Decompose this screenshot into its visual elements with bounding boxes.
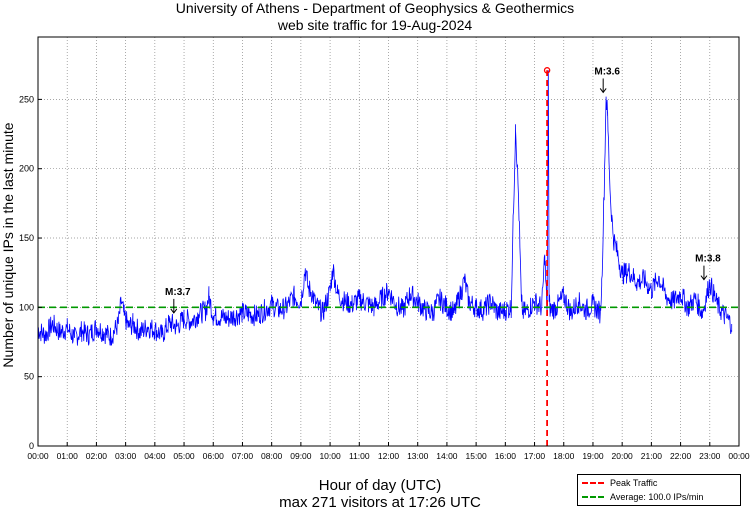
chart-subtitle: web site traffic for 19-Aug-2024 <box>277 17 473 33</box>
ticks: 00:00 01:00 02:00 03:00 04:00 05:00 06:00 07:00… <box>19 94 750 461</box>
magnitude-annotation: M:3.8 <box>695 254 721 265</box>
peak-summary: max 271 visitors at 17:26 UTC <box>279 494 481 511</box>
x-tick-label: 12:00 <box>378 451 400 461</box>
x-tick-label: 14:00 <box>436 451 458 461</box>
annotations: M:3.7 M:3.6 M:3.8 <box>165 66 721 314</box>
chart-title: University of Athens - Department of Geo… <box>175 0 575 16</box>
x-tick-label: 19:00 <box>582 451 604 461</box>
x-tick-label: 07:00 <box>232 451 254 461</box>
x-tick-label: 15:00 <box>465 451 487 461</box>
peak-marker <box>543 67 551 74</box>
x-tick-label: 00:00 <box>27 451 49 461</box>
magnitude-annotation: M:3.6 <box>594 66 620 77</box>
x-tick-label: 23:00 <box>699 451 721 461</box>
x-tick-label: 04:00 <box>144 451 166 461</box>
x-tick-label: 10:00 <box>319 451 341 461</box>
x-tick-label: 17:00 <box>524 451 546 461</box>
x-tick-label: 22:00 <box>670 451 692 461</box>
y-tick-label: 50 <box>24 372 34 382</box>
x-tick-label: 16:00 <box>495 451 517 461</box>
legend-average-label: Average: 100.0 IPs/min <box>610 492 704 502</box>
y-axis-label: Number of unique IPs in the last minute <box>0 122 16 367</box>
annotation-arrowhead <box>599 88 607 94</box>
legend: Peak Traffic Average: 100.0 IPs/min <box>577 474 741 506</box>
series-line <box>37 70 733 346</box>
y-tick-label: 150 <box>19 233 34 243</box>
legend-average-swatch <box>582 496 604 498</box>
legend-peak-label: Peak Traffic <box>610 478 658 488</box>
x-tick-label: 13:00 <box>407 451 429 461</box>
annotation-arrowhead <box>700 275 708 281</box>
y-tick-label: 200 <box>19 164 34 174</box>
x-tick-label: 11:00 <box>349 451 370 461</box>
series-layer <box>37 70 733 346</box>
x-tick-label: 20:00 <box>612 451 634 461</box>
y-tick-label: 0 <box>29 441 34 451</box>
x-tick-label: 18:00 <box>553 451 575 461</box>
x-tick-label: 01:00 <box>57 451 79 461</box>
reference-lines <box>38 67 739 446</box>
magnitude-annotation: M:3.7 <box>165 287 191 298</box>
legend-peak: Peak Traffic <box>582 478 657 488</box>
x-tick-label: 08:00 <box>261 451 283 461</box>
x-axis-label: Hour of day (UTC) <box>318 477 442 494</box>
x-tick-label: 21:00 <box>641 451 663 461</box>
grid <box>38 37 739 446</box>
annotation-arrowhead <box>170 308 178 314</box>
x-tick-label: 03:00 <box>115 451 137 461</box>
y-tick-label: 100 <box>19 302 34 312</box>
x-tick-label: 09:00 <box>290 451 312 461</box>
x-tick-label: 05:00 <box>173 451 195 461</box>
x-tick-label: 02:00 <box>86 451 108 461</box>
legend-average: Average: 100.0 IPs/min <box>582 492 703 502</box>
x-tick-label: 06:00 <box>203 451 225 461</box>
x-tick-label: 00:00 <box>728 451 750 461</box>
y-tick-label: 250 <box>19 94 34 104</box>
legend-peak-swatch <box>582 482 604 484</box>
